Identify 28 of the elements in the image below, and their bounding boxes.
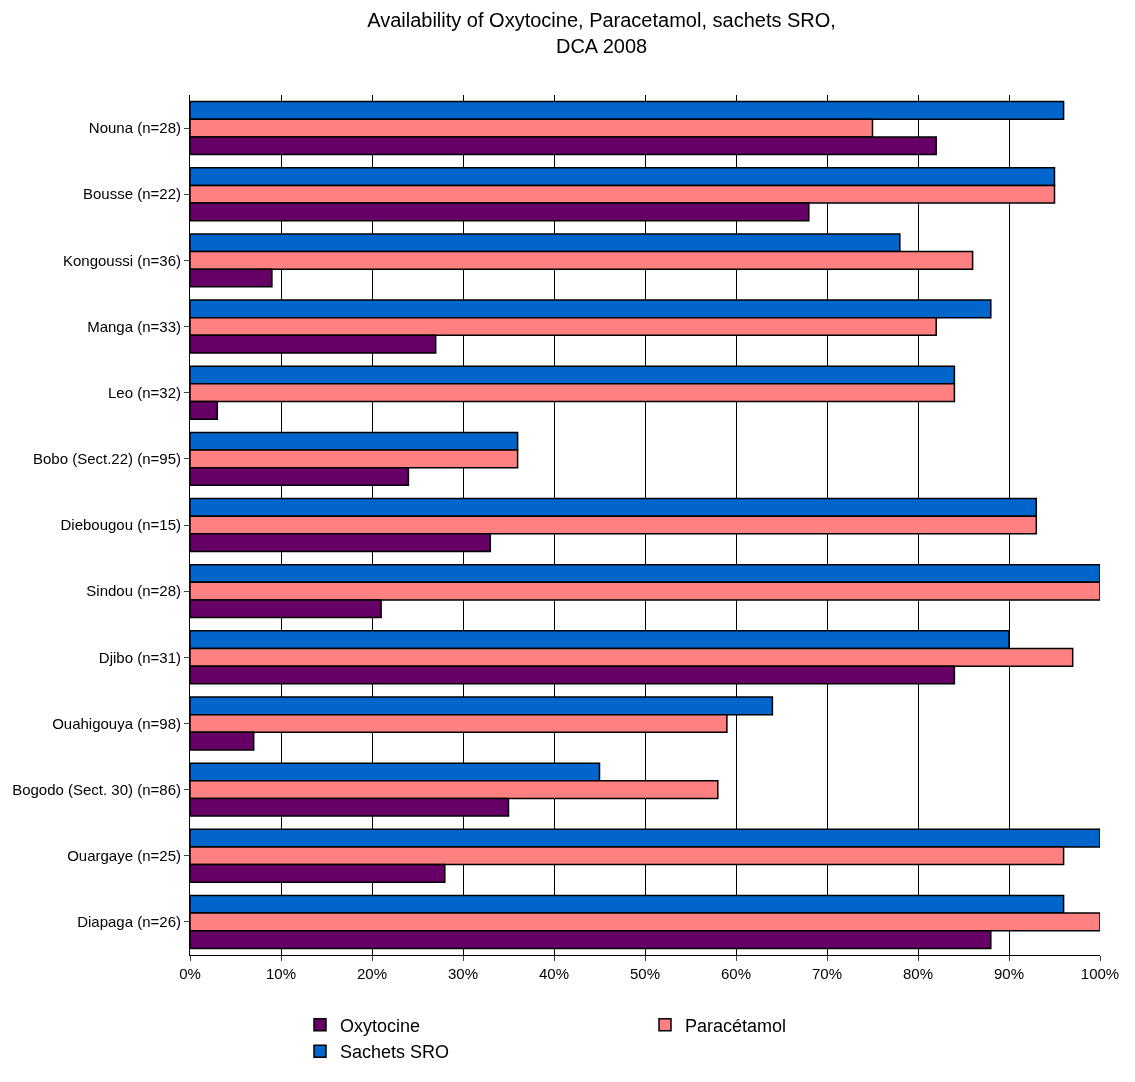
legend-label: Sachets SRO [340,1042,450,1063]
x-tick-label: 80% [902,965,934,982]
y-tick-label: Kongoussi (n=36) [63,251,181,269]
y-tick-label: Ouahigouya (n=98) [52,714,181,732]
legend-label: Oxytocine [340,1015,421,1036]
legend-label: Paracétamol [685,1015,787,1036]
y-tick-label: Diebougou (n=15) [60,516,181,534]
y-tick-label: Djibo (n=31) [98,648,181,666]
y-tick-label: Leo (n=32) [108,383,181,401]
y-tick-label: Bogodo (Sect. 30) (n=86) [12,780,181,798]
x-tick-label: 20% [356,965,388,982]
y-tick-label: Manga (n=33) [87,317,181,335]
x-tick-label: 30% [447,965,479,982]
chart-title: Availability of Oxytocine, Paracetamol, sachets SRO, DCA 2008 [367,9,836,58]
x-tick-label: 40% [538,965,570,982]
y-tick-label: Nouna (n=28) [88,119,181,137]
x-tick-label: 90% [993,965,1025,982]
x-tick-label: 0% [179,965,201,982]
y-tick-label: Bousse (n=22) [83,185,181,203]
y-tick-label: Sindou (n=28) [86,582,181,600]
x-tick-label: 60% [720,965,752,982]
y-tick-label: Ouargaye (n=25) [67,847,181,865]
x-tick-label: 10% [265,965,297,982]
x-tick-label: 70% [811,965,843,982]
x-tick-label: 50% [629,965,661,982]
y-tick-label: Bobo (Sect.22) (n=95) [32,450,181,468]
y-tick-label: Diapaga (n=26) [77,913,181,931]
x-tick-label: 100% [1080,965,1120,982]
